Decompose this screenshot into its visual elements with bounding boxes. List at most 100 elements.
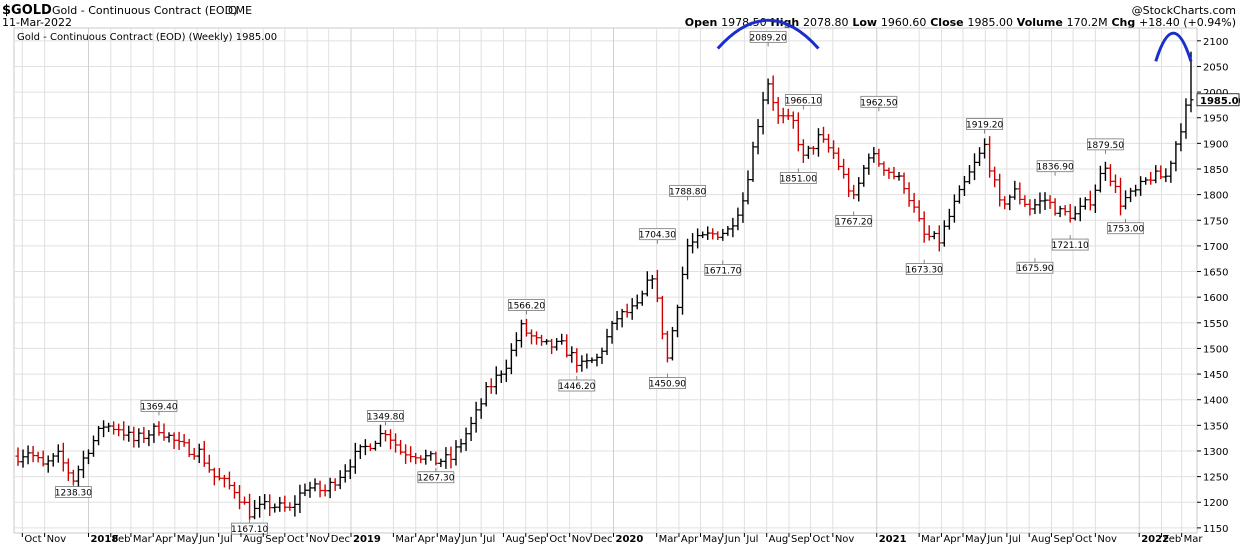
x-tick-label: Apr [681,534,699,545]
annotation-box [649,377,686,390]
y-tick-label: 1850 [1203,165,1228,176]
pattern-arcs [716,18,1193,62]
plot-area [13,27,1198,534]
ohlc-value-low: 1960.60 [881,16,927,29]
x-tick-label: Feb [113,534,131,545]
annotation-box [779,172,817,184]
ohlc-value-close: 1985.00 [967,16,1013,29]
y-tick-label: 1400 [1203,396,1228,407]
annotation-label: 1238.30 [55,489,92,499]
x-tick-label: Nov [1097,534,1117,545]
y-tick-label: 1150 [1203,524,1228,535]
x-tick-label: Apr [418,534,436,545]
ohlc-label-volume: Volume [1013,16,1067,29]
annotation-label: 1836.90 [1036,163,1073,173]
y-tick-label: 1300 [1203,447,1228,458]
x-tick-label: 2022 [1141,534,1169,545]
x-tick-label: Nov [835,534,855,545]
x-tick-label: Aug [1031,534,1051,545]
watermark: @StockCharts.com [1132,4,1236,17]
symbol: $GOLD [2,3,52,18]
ohlc-value-volume: 170.2M [1067,16,1108,29]
x-tick-label: May [177,534,198,545]
annotation-box [1016,261,1054,274]
x-tick-label: 2018 [90,534,118,545]
x-tick-label: Aug [505,534,525,545]
x-tick-label: Jul [1008,534,1021,545]
ohlc-label-chg: Chg [1108,16,1139,29]
x-tick-label: May [965,534,986,545]
annotation-label: 1767.20 [835,217,872,227]
annotation-box [54,486,92,499]
annotation-label: 1566.20 [508,301,545,311]
x-tick-label: Jul [220,534,233,545]
x-tick-label: Jun [724,534,741,545]
x-tick-label: Jun [198,534,215,545]
y-tick-label: 1750 [1203,216,1228,227]
annotation-box [669,184,706,197]
annotation-box [749,30,787,43]
annotation-label: 1167.10 [231,525,268,535]
y-tick-label: 1650 [1203,268,1228,279]
annotation-box [835,215,873,227]
chart-header: $GOLD Gold - Continuous Contract (EOD) C… [2,3,1236,29]
y-tick-label: 1600 [1203,293,1228,304]
x-tick-label: Nov [572,534,592,545]
y-tick-label: 1200 [1203,498,1228,509]
y-tick-label: 1700 [1203,242,1228,253]
annotation-label: 1966.10 [785,96,822,106]
annotation-label: 1446.20 [558,382,595,392]
annotation-box [1087,138,1124,151]
x-tick-label: 2019 [353,534,381,545]
x-tick-label: Oct [1075,534,1092,545]
grid-lines [14,28,1197,533]
annotation-box [784,94,822,106]
annotation-label: 1879.50 [1087,141,1124,151]
x-tick-label: May [439,534,460,545]
x-tick-label: Aug [769,534,789,545]
annotation-label: 2089.20 [750,33,787,43]
x-tick-label: Jul [482,534,495,545]
annotation-box [367,410,404,422]
annotation-label: 1721.10 [1052,241,1089,251]
annotation-label: 1369.40 [140,402,177,412]
x-tick-label: Mar [921,534,941,545]
x-tick-label: Oct [813,534,830,545]
x-tick-label: Sep [265,534,284,545]
x-tick-label: Feb [1164,534,1182,545]
y-tick-label: 1450 [1203,370,1228,381]
annotation-label: 1919.20 [966,121,1003,131]
x-tick-label: Mar [395,534,415,545]
annotation-box [1107,222,1144,235]
y-tick-label: 1800 [1203,191,1228,202]
x-tick-label: Apr [155,534,173,545]
chart-legend: Gold - Continuous Contract (EOD) (Weekly… [17,32,277,43]
x-tick-label: Oct [287,534,304,545]
y-tick-label: 2100 [1203,37,1228,48]
instrument-name: Gold - Continuous Contract (EOD) [52,4,237,17]
pattern-arc [716,18,820,50]
annotation-box [140,399,178,412]
x-tick-label: Sep [791,534,810,545]
annotation-box [704,264,742,276]
x-tick-label: May [703,534,724,545]
ohlc-label-low: Low [849,16,881,29]
annotation-label: 1671.70 [704,266,741,276]
annotation-label: 1788.80 [669,187,706,197]
ohlc-summary: Open 1978.50 High 2078.80 Low 1960.60 Cl… [685,16,1236,29]
last-price-tag [1196,93,1240,107]
ohlc-value-open: 1978.50 [721,16,767,29]
x-tick-label: Apr [943,534,961,545]
last-price-label: 1985.00 [1200,96,1240,107]
x-tick-label: Aug [243,534,263,545]
y-tick-label: 2050 [1203,62,1228,73]
annotation-box [1036,160,1074,173]
pattern-arc [1154,31,1193,62]
x-tick-label: 2020 [615,534,643,545]
annotation-label: 1704.30 [639,231,676,241]
ohlc-value-high: 2078.80 [803,16,849,29]
y-axis: 1150 1200 1250 1300 1350 1400 1450 1500 1550 1600… [1196,37,1240,535]
annotation-box [1051,238,1089,251]
x-tick-label: Nov [309,534,329,545]
annotation-label: 1267.30 [417,474,454,484]
